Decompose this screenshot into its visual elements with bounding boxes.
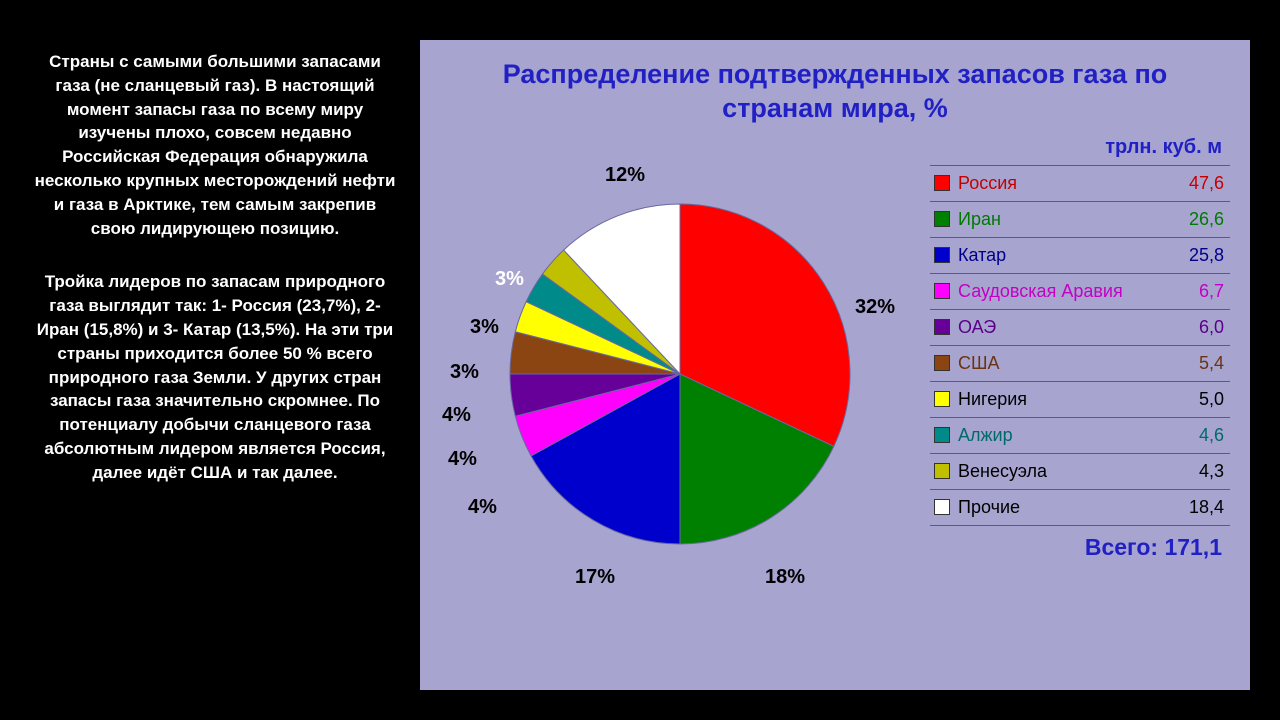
legend-value: 18,4 <box>1174 497 1224 518</box>
legend-row: Катар 25,8 <box>930 237 1230 273</box>
legend-swatch <box>934 391 950 407</box>
legend-swatch <box>934 283 950 299</box>
pie-slice-label: 3% <box>470 316 499 339</box>
legend-swatch <box>934 499 950 515</box>
legend-row: Алжир 4,6 <box>930 417 1230 453</box>
legend-country: Алжир <box>958 425 1166 446</box>
legend-value: 6,0 <box>1174 317 1224 338</box>
legend-row: Россия 47,6 <box>930 165 1230 201</box>
pie-slice-label: 18% <box>765 566 805 589</box>
legend-value: 5,4 <box>1174 353 1224 374</box>
legend-header: трлн. куб. м <box>930 136 1230 165</box>
total-value: 171,1 <box>1164 534 1222 560</box>
total-label: Всего: <box>1085 534 1158 560</box>
legend-swatch <box>934 463 950 479</box>
legend-row: Иран 26,6 <box>930 201 1230 237</box>
legend-swatch <box>934 211 950 227</box>
legend-row: ОАЭ 6,0 <box>930 309 1230 345</box>
pie-slice-label: 32% <box>855 296 895 319</box>
legend-row: Нигерия 5,0 <box>930 381 1230 417</box>
legend-country: Россия <box>958 173 1166 194</box>
legend-row: Саудовская Аравия 6,7 <box>930 273 1230 309</box>
legend-swatch <box>934 175 950 191</box>
legend-value: 47,6 <box>1174 173 1224 194</box>
legend-row: Прочие 18,4 <box>930 489 1230 526</box>
legend-country: Нигерия <box>958 389 1166 410</box>
legend-country: Катар <box>958 245 1166 266</box>
legend-country: США <box>958 353 1166 374</box>
pie-slice-label: 4% <box>468 496 497 519</box>
pie-slice-label: 4% <box>448 448 477 471</box>
legend: трлн. куб. м Россия 47,6 Иран 26,6 Катар 25,8… <box>930 136 1230 611</box>
legend-country: Саудовская Аравия <box>958 281 1166 302</box>
paragraph-1: Страны с самыми большими запасами газа (… <box>30 50 400 240</box>
total-row: Всего: 171,1 <box>930 526 1230 561</box>
legend-value: 5,0 <box>1174 389 1224 410</box>
description-text: Страны с самыми большими запасами газа (… <box>30 40 400 690</box>
chart-card: Распределение подтвержденных запасов газ… <box>420 40 1250 690</box>
pie-slice-label: 4% <box>442 404 471 427</box>
legend-country: Венесуэла <box>958 461 1166 482</box>
pie-slice-label: 3% <box>450 361 479 384</box>
chart-title: Распределение подтвержденных запасов газ… <box>440 58 1230 126</box>
legend-country: Иран <box>958 209 1166 230</box>
legend-swatch <box>934 355 950 371</box>
pie-chart <box>490 184 870 564</box>
pie-slice-label: 3% <box>495 268 524 291</box>
legend-value: 4,3 <box>1174 461 1224 482</box>
legend-swatch <box>934 247 950 263</box>
pie-slice-label: 17% <box>575 566 615 589</box>
legend-swatch <box>934 319 950 335</box>
legend-value: 26,6 <box>1174 209 1224 230</box>
legend-value: 4,6 <box>1174 425 1224 446</box>
legend-row: Венесуэла 4,3 <box>930 453 1230 489</box>
legend-value: 25,8 <box>1174 245 1224 266</box>
legend-value: 6,7 <box>1174 281 1224 302</box>
legend-row: США 5,4 <box>930 345 1230 381</box>
legend-country: Прочие <box>958 497 1166 518</box>
legend-swatch <box>934 427 950 443</box>
paragraph-2: Тройка лидеров по запасам природного газ… <box>30 270 400 484</box>
pie-area: 32% 18% 17% 4% 4% 4% 3% 3% 3% 12% <box>440 136 920 611</box>
legend-country: ОАЭ <box>958 317 1166 338</box>
pie-slice-label: 12% <box>605 164 645 187</box>
